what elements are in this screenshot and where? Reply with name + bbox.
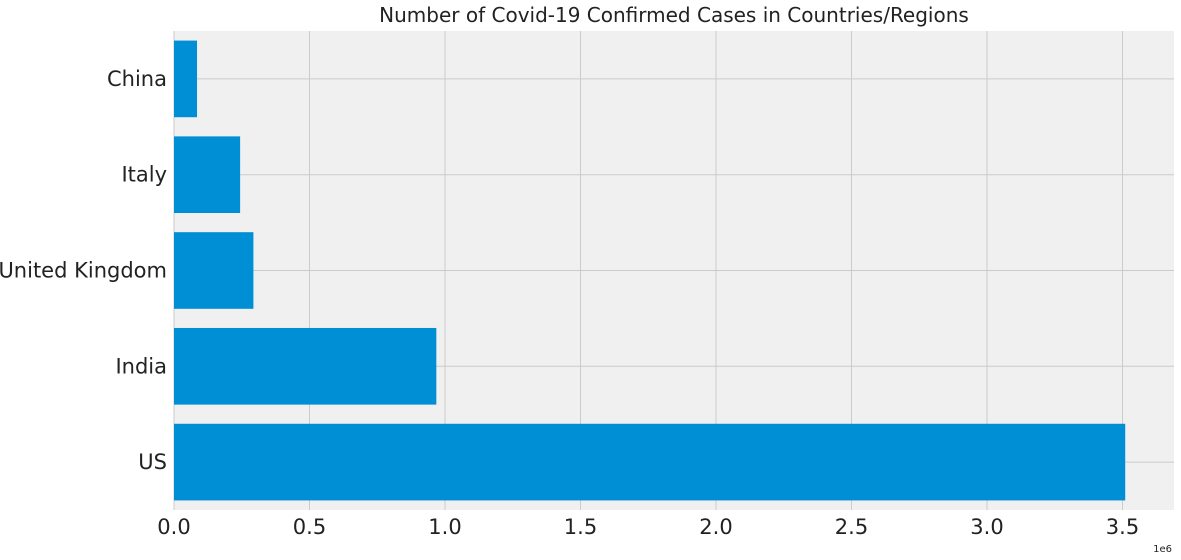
bar-italy	[174, 136, 241, 214]
y-tick-label: China	[107, 67, 167, 91]
bar-us	[174, 423, 1126, 501]
y-tick-label: Italy	[121, 163, 167, 187]
x-tick-label: 1.0	[428, 515, 461, 539]
x-axis-offset-label: 1e6	[1153, 544, 1172, 555]
y-tick-label: India	[115, 354, 167, 378]
x-tick-label: 0.5	[293, 515, 326, 539]
x-tick-label: 0.0	[157, 515, 190, 539]
x-tick-label: 3.0	[970, 515, 1003, 539]
bar-india	[174, 327, 437, 405]
bar-united-kingdom	[174, 232, 254, 309]
x-tick-label: 1.5	[564, 515, 597, 539]
y-tick-label: United Kingdom	[0, 259, 167, 283]
chart-title: Number of Covid-19 Confirmed Cases in Co…	[379, 3, 969, 27]
y-tick-label: US	[138, 450, 167, 474]
x-tick-label: 2.5	[835, 515, 868, 539]
x-tick-label: 3.5	[1106, 515, 1139, 539]
y-tick-labels: US India United Kingdom Italy China	[0, 67, 167, 474]
bar-china	[174, 40, 198, 118]
bars	[174, 40, 1126, 501]
x-tick-labels: 0.0 0.5 1.0 1.5 2.0 2.5 3.0 3.5	[157, 515, 1139, 539]
x-tick-label: 2.0	[699, 515, 732, 539]
